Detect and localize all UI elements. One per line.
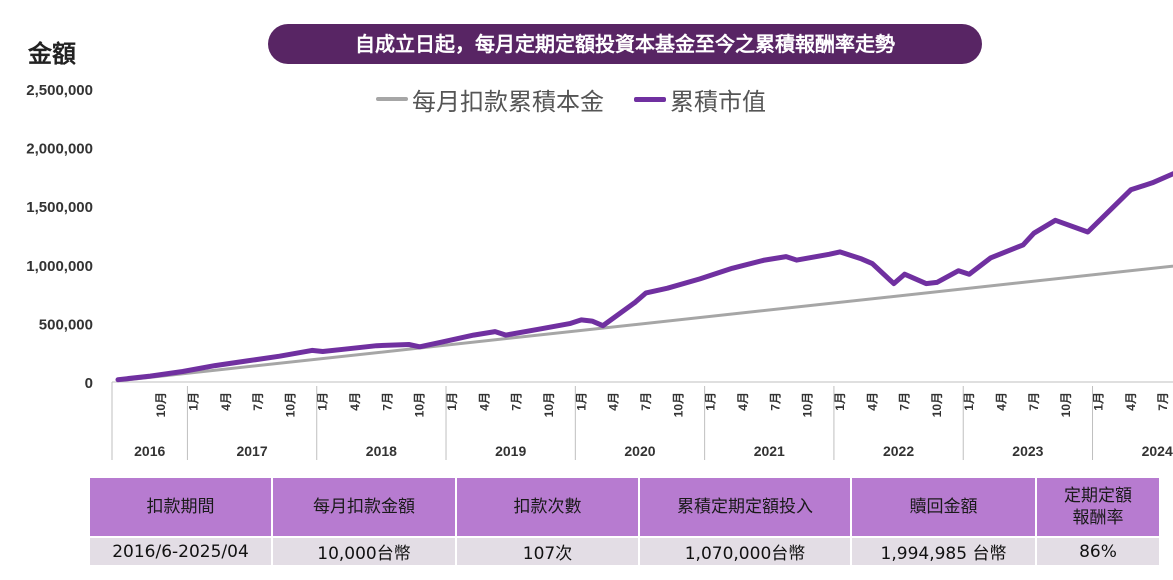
- cell-count: 107次: [455, 536, 640, 567]
- x-tick-label: 4月: [607, 392, 621, 411]
- x-tick-label: 7月: [510, 392, 524, 411]
- legend-line-principal: [376, 97, 408, 101]
- header-redemption: 贖回金額: [850, 476, 1037, 538]
- x-tick-label: 4月: [219, 392, 233, 411]
- x-year-label: 2018: [366, 443, 397, 459]
- x-tick-label: 1月: [704, 392, 718, 411]
- header-period: 扣款期間: [88, 476, 273, 538]
- line-chart: 0 500,000 1,000,000 1,500,000 2,000,000 2,500…: [26, 82, 1173, 460]
- chart-title: 自成立日起，每月定期定額投資本基金至今之累積報酬率走勢: [268, 24, 982, 64]
- series-line-principal: [116, 264, 1173, 383]
- x-tick-label: 7月: [380, 392, 394, 411]
- header-return-rate: 定期定額 報酬率: [1035, 476, 1161, 538]
- x-tick-label: 10月: [413, 392, 427, 417]
- x-year-label: 2019: [495, 443, 526, 459]
- y-tick-label: 2,500,000: [26, 82, 93, 99]
- y-tick-label: 0: [85, 375, 93, 392]
- x-tick-label: 4月: [865, 392, 879, 411]
- x-tick-label: 1月: [445, 392, 459, 411]
- x-tick-label: 7月: [768, 392, 782, 411]
- x-year-label: 2024: [1142, 443, 1173, 459]
- x-tick-label: 7月: [1156, 392, 1170, 411]
- x-tick-label: 10月: [671, 392, 685, 417]
- cell-total-invested: 1,070,000台幣: [638, 536, 852, 567]
- cell-redemption: 1,994,985 台幣: [850, 536, 1037, 567]
- x-tick-label: 10月: [542, 392, 556, 417]
- summary-data-row: 2016/6-2025/04 10,000台幣 107次 1,070,000台幣…: [88, 536, 1161, 567]
- y-tick-label: 2,000,000: [26, 141, 93, 158]
- header-monthly-amount: 每月扣款金額: [271, 476, 457, 538]
- x-year-label: 2023: [1012, 443, 1043, 459]
- x-tick-label: 4月: [477, 392, 491, 411]
- legend-item-principal: 每月扣款累積本金: [376, 82, 604, 117]
- x-tick-label: 4月: [348, 392, 362, 411]
- x-tick-label: 10月: [154, 392, 168, 417]
- legend: 每月扣款累積本金 累積市值: [376, 82, 796, 117]
- x-year-label: 2020: [624, 443, 655, 459]
- x-year-label: 2017: [236, 443, 267, 459]
- x-tick-label: 1月: [833, 392, 847, 411]
- cell-period: 2016/6-2025/04: [88, 536, 273, 567]
- legend-item-market-value: 累積市值: [634, 82, 766, 117]
- x-tick-label: 4月: [1124, 392, 1138, 411]
- summary-header-row: 扣款期間 每月扣款金額 扣款次數 累積定期定額投入 贖回金額 定期定額 報酬率: [88, 476, 1161, 538]
- legend-label-market-value: 累積市值: [670, 87, 766, 116]
- y-tick-label: 1,000,000: [26, 258, 93, 275]
- header-count: 扣款次數: [455, 476, 640, 538]
- x-tick-label: 1月: [316, 392, 330, 411]
- x-year-label: 2022: [883, 443, 914, 459]
- y-axis-unit-label: 金額: [28, 40, 76, 68]
- x-tick-label: 1月: [186, 392, 200, 411]
- header-total-invested: 累積定期定額投入: [638, 476, 852, 538]
- x-tick-label: 10月: [801, 392, 815, 417]
- x-tick-label: 10月: [1059, 392, 1073, 417]
- x-tick-label: 10月: [930, 392, 944, 417]
- x-tick-label: 4月: [995, 392, 1009, 411]
- x-tick-label: 1月: [962, 392, 976, 411]
- x-tick-label: 4月: [736, 392, 750, 411]
- y-tick-label: 500,000: [39, 316, 93, 333]
- x-tick-label: 7月: [898, 392, 912, 411]
- legend-line-market-value: [634, 96, 666, 102]
- x-tick-label: 1月: [574, 392, 588, 411]
- x-year-label: 2016: [134, 443, 165, 459]
- summary-table: 扣款期間 每月扣款金額 扣款次數 累積定期定額投入 贖回金額 定期定額 報酬率 …: [88, 476, 1161, 567]
- series-line-market-value: [115, 171, 1173, 383]
- y-tick-label: 1,500,000: [26, 199, 93, 216]
- legend-label-principal: 每月扣款累積本金: [412, 87, 604, 116]
- x-tick-label: 7月: [639, 392, 653, 411]
- cell-monthly-amount: 10,000台幣: [271, 536, 457, 567]
- cell-return-rate: 86%: [1035, 536, 1161, 567]
- x-year-label: 2021: [754, 443, 785, 459]
- x-tick-label: 10月: [283, 392, 297, 417]
- x-tick-label: 7月: [251, 392, 265, 411]
- x-tick-label: 1月: [1092, 392, 1106, 411]
- x-tick-label: 7月: [1027, 392, 1041, 411]
